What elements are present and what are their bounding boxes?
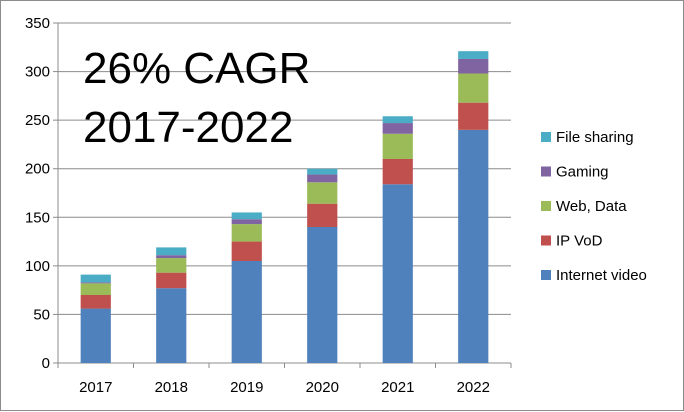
bar-ip-vod-2018 xyxy=(156,272,187,289)
y-tick-label: 150 xyxy=(25,209,50,226)
bar-file-sharing-2019 xyxy=(231,212,262,220)
bar-internet-video-2021 xyxy=(382,184,413,363)
legend-label: IP VoD xyxy=(556,233,603,250)
bar-web-data-2022 xyxy=(458,73,489,103)
y-tick-label: 200 xyxy=(25,161,50,178)
bar-gaming-2020 xyxy=(307,174,338,183)
annotation-line-2: 2017-2022 xyxy=(83,103,293,152)
bar-gaming-2022 xyxy=(458,58,489,74)
x-tick-label: 2020 xyxy=(306,379,339,396)
bar-web-data-2017 xyxy=(80,283,111,295)
bar-ip-vod-2021 xyxy=(382,159,413,185)
bar-file-sharing-2022 xyxy=(458,51,489,59)
bar-web-data-2021 xyxy=(382,133,413,159)
y-tick-label: 250 xyxy=(25,112,50,129)
legend-label: Internet video xyxy=(556,267,647,284)
legend-label: File sharing xyxy=(556,129,634,146)
bar-internet-video-2022 xyxy=(458,129,489,363)
bar-internet-video-2018 xyxy=(156,288,187,363)
bar-gaming-2021 xyxy=(382,123,413,134)
axes xyxy=(53,22,512,368)
legend-swatch xyxy=(541,235,551,246)
x-tick-label: 2018 xyxy=(155,379,188,396)
annotation-line-1: 26% CAGR xyxy=(83,44,310,93)
bar-gaming-2018 xyxy=(156,255,187,259)
legend-swatch xyxy=(541,270,551,280)
x-tick-label: 2017 xyxy=(79,379,112,396)
bar-ip-vod-2022 xyxy=(458,102,489,130)
legend-label: Gaming xyxy=(556,164,609,181)
legend-label: Web, Data xyxy=(556,198,627,215)
bar-web-data-2020 xyxy=(307,182,338,204)
y-tick-label: 300 xyxy=(25,64,50,81)
gridlines xyxy=(58,22,511,315)
bar-internet-video-2017 xyxy=(80,308,111,363)
legend-swatch xyxy=(541,201,551,211)
bar-ip-vod-2019 xyxy=(231,241,262,261)
y-tick-label: 50 xyxy=(33,306,50,323)
tick-labels: 0 50 100 150 200 250 300 350 2017 2018 2019 2020 202… xyxy=(25,15,490,396)
bar-internet-video-2020 xyxy=(307,227,338,363)
y-tick-label: 100 xyxy=(25,258,50,275)
bar-gaming-2017 xyxy=(80,282,111,284)
y-tick-label: 0 xyxy=(42,355,50,372)
bar-ip-vod-2020 xyxy=(307,203,338,227)
x-tick-label: 2022 xyxy=(457,379,490,396)
bars xyxy=(80,51,489,363)
bar-web-data-2018 xyxy=(156,258,187,273)
cagr-annotation: 26% CAGR 2017-2022 xyxy=(83,44,310,152)
bar-internet-video-2019 xyxy=(231,261,262,363)
bar-file-sharing-2020 xyxy=(307,168,338,175)
legend-swatch xyxy=(541,166,551,177)
bar-file-sharing-2017 xyxy=(80,274,111,283)
bar-gaming-2019 xyxy=(231,219,262,225)
bar-file-sharing-2018 xyxy=(156,247,187,256)
x-tick-label: 2019 xyxy=(230,379,263,396)
bar-file-sharing-2021 xyxy=(382,116,413,124)
bar-web-data-2019 xyxy=(231,224,262,242)
legend: File sharing Gaming Web, Data IP VoD Interne… xyxy=(541,129,647,284)
legend-swatch xyxy=(541,132,551,142)
bar-ip-vod-2017 xyxy=(80,295,111,309)
x-tick-label: 2021 xyxy=(381,379,414,396)
y-tick-label: 350 xyxy=(25,15,50,32)
